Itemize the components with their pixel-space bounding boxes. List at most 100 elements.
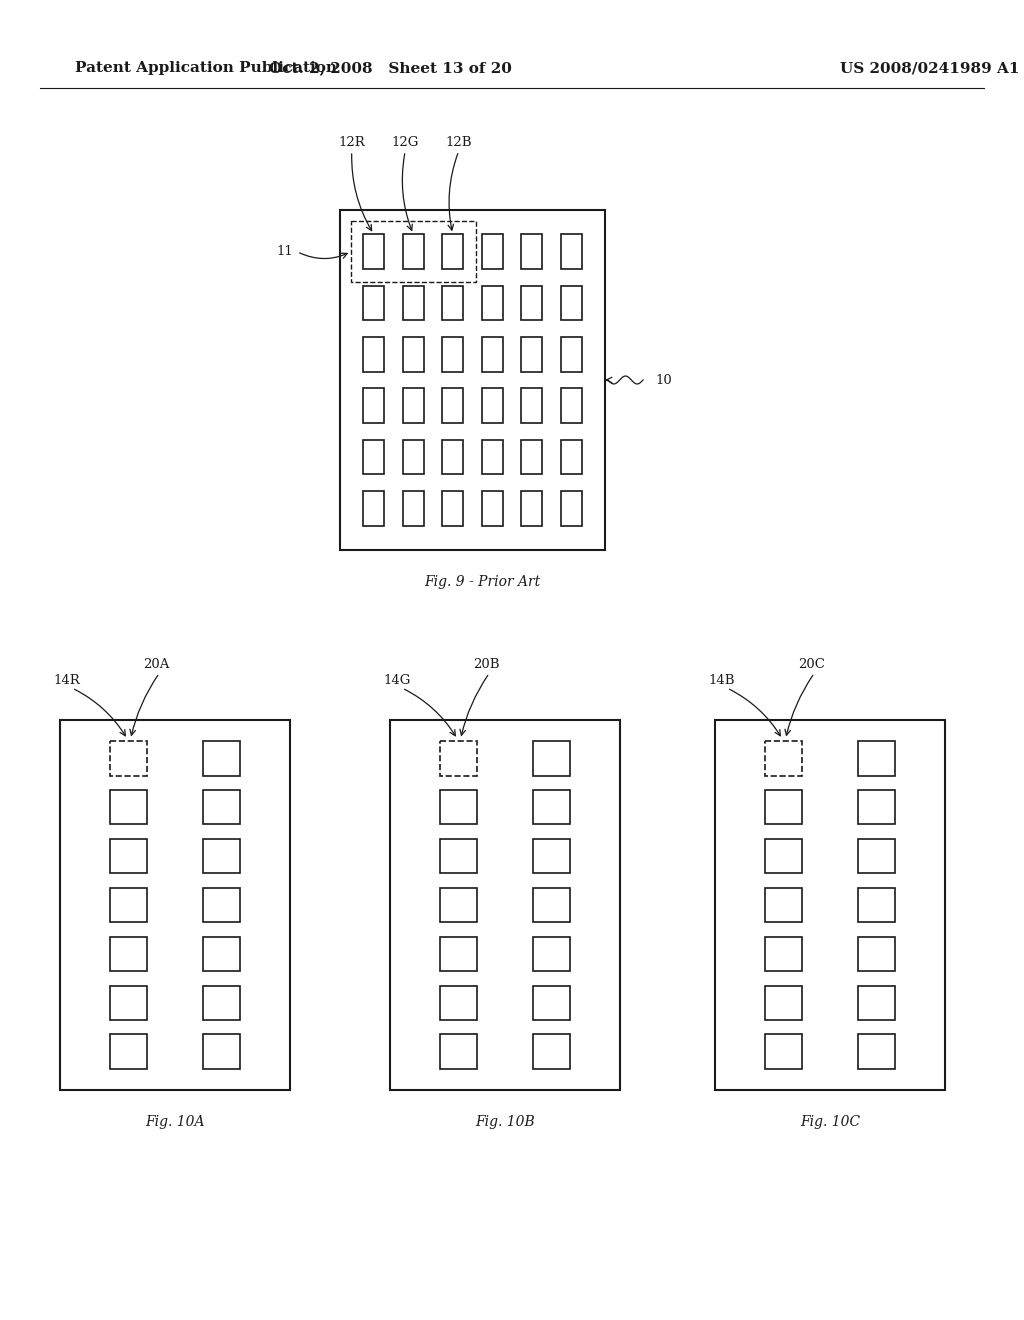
Text: 14R: 14R [53,673,80,686]
Bar [532,742,570,776]
Bar [110,742,147,776]
Text: Fig. 10C: Fig. 10C [800,1115,860,1129]
Bar [521,491,542,525]
Bar [858,742,895,776]
Bar [561,285,582,321]
Bar [561,388,582,424]
Bar [442,234,463,269]
Bar [440,742,477,776]
Text: Fig. 10A: Fig. 10A [145,1115,205,1129]
Bar [858,840,895,874]
Bar [403,337,424,372]
Bar [765,937,802,972]
Text: Patent Application Publication: Patent Application Publication [75,61,337,75]
Bar [390,719,620,1090]
Text: 20B: 20B [473,659,500,672]
Bar [765,1035,802,1069]
Bar [442,388,463,424]
Bar [521,337,542,372]
Bar [561,234,582,269]
Bar [203,840,240,874]
Bar [364,337,384,372]
Bar [765,742,802,776]
Bar [440,888,477,923]
Bar [403,388,424,424]
Bar [203,791,240,825]
Bar [858,937,895,972]
Bar [440,937,477,972]
Text: 10: 10 [655,374,672,387]
Bar [110,986,147,1020]
Bar [482,337,503,372]
Bar [482,491,503,525]
Bar [364,234,384,269]
Bar [110,1035,147,1069]
Bar [403,285,424,321]
Bar [203,742,240,776]
Bar [203,937,240,972]
Bar [364,440,384,474]
Bar [203,1035,240,1069]
Bar [532,986,570,1020]
Bar [532,1035,570,1069]
Bar [364,285,384,321]
Text: Fig. 9 - Prior Art: Fig. 9 - Prior Art [424,576,541,589]
Text: 14G: 14G [383,673,411,686]
Bar [521,285,542,321]
Bar [203,986,240,1020]
Bar [765,840,802,874]
Bar [858,986,895,1020]
Bar [765,791,802,825]
Bar [364,388,384,424]
Text: 12G: 12G [391,136,419,149]
Bar [482,285,503,321]
Bar [561,440,582,474]
Bar [110,791,147,825]
Bar [203,888,240,923]
Bar [60,719,290,1090]
Bar [561,337,582,372]
Text: Oct. 2, 2008   Sheet 13 of 20: Oct. 2, 2008 Sheet 13 of 20 [268,61,511,75]
Bar [110,840,147,874]
Bar [440,791,477,825]
Text: Fig. 10B: Fig. 10B [475,1115,535,1129]
Bar [521,234,542,269]
Text: 14B: 14B [709,673,735,686]
Bar [482,440,503,474]
Bar [340,210,605,550]
Bar [521,440,542,474]
Bar [440,986,477,1020]
Bar [403,440,424,474]
Text: 12R: 12R [338,136,366,149]
Bar [440,1035,477,1069]
Bar [858,1035,895,1069]
Bar [442,337,463,372]
Bar [532,791,570,825]
Bar [521,388,542,424]
Bar [858,791,895,825]
Bar [532,937,570,972]
Bar [403,234,424,269]
Bar [482,388,503,424]
Bar [715,719,945,1090]
Bar [442,440,463,474]
Bar [765,986,802,1020]
Bar [364,491,384,525]
Text: 12B: 12B [445,136,472,149]
Text: 11: 11 [276,246,293,259]
Bar [110,937,147,972]
Bar [765,888,802,923]
Bar [532,888,570,923]
Bar [442,491,463,525]
Text: 20C: 20C [798,659,825,672]
Text: US 2008/0241989 A1: US 2008/0241989 A1 [840,61,1020,75]
Bar [561,491,582,525]
Bar [858,888,895,923]
Bar [532,840,570,874]
Bar [482,234,503,269]
Text: 20A: 20A [143,659,170,672]
Bar [110,888,147,923]
Bar [442,285,463,321]
Bar [440,840,477,874]
Bar [403,491,424,525]
